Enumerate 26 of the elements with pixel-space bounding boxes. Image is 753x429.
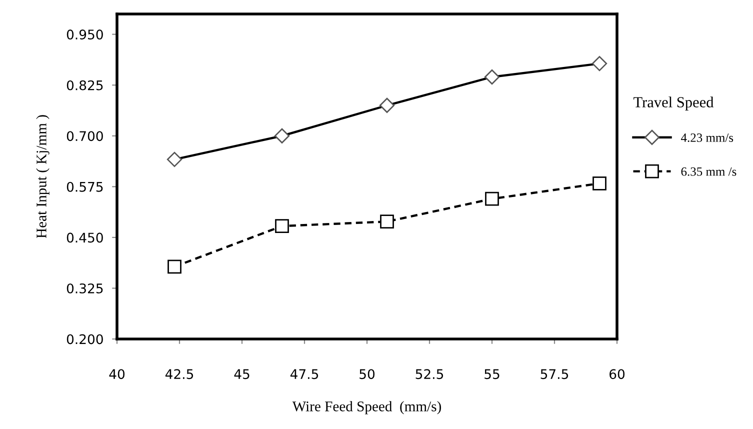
x-tick-label: 52.5: [416, 369, 444, 380]
legend-label: 4.23 mm/s: [680, 133, 734, 142]
x-tick-label: 40: [109, 369, 125, 380]
y-tick-label: 0.450: [66, 232, 103, 243]
x-tick-label: 42.5: [165, 369, 194, 380]
x-tick-label: 60: [610, 369, 625, 380]
x-tick-label: 55: [484, 369, 500, 380]
y-tick-label: 0.700: [66, 131, 103, 142]
legend-title: Travel Speed: [634, 96, 714, 111]
y-tick-label: 0.325: [66, 283, 103, 294]
y-tick-label: 0.575: [66, 182, 103, 192]
point: [168, 260, 182, 274]
y-tick-label: 0.200: [66, 334, 103, 344]
point: [592, 176, 606, 190]
point: [275, 219, 289, 234]
point: [380, 214, 394, 229]
y-tick-label: 0.950: [66, 30, 103, 40]
x-axis-title: Wire Feed Speed (mm/s): [292, 401, 441, 414]
y-axis-title: Heat Input ( Kj/mm ): [36, 115, 50, 238]
x-tick-label: 50: [360, 369, 375, 380]
y-tick-label: 0.825: [66, 80, 103, 90]
legend-label: 6.35 mm /s: [681, 167, 736, 176]
x-tick-label: 57.5: [540, 369, 568, 380]
x-tick-label: 47.5: [290, 369, 318, 380]
point: [485, 192, 499, 206]
x-tick-label: 45: [234, 369, 250, 380]
